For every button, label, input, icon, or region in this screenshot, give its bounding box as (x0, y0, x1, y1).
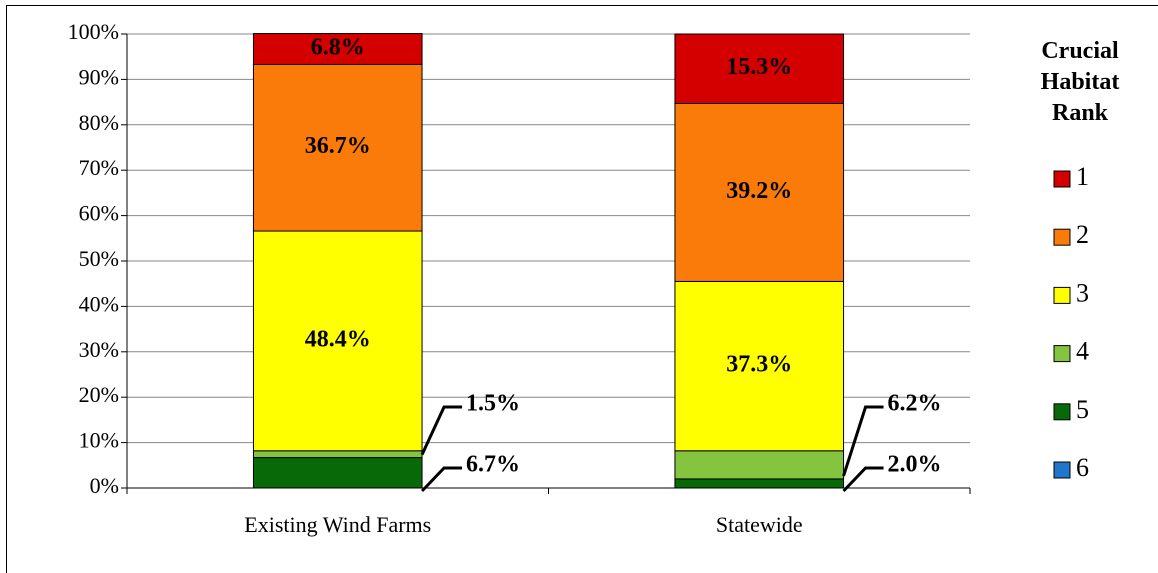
bar-segment (252, 33, 423, 65)
bar-segment (252, 457, 423, 489)
bar-segment (252, 63, 423, 232)
data-label: 2.0% (888, 452, 942, 478)
x-tick-label: Statewide (716, 512, 803, 537)
y-tick-label: 20% (79, 382, 119, 407)
legend-swatch (1053, 286, 1071, 304)
data-label: 36.7% (305, 133, 371, 159)
bar-segment (674, 478, 845, 489)
leader-line (420, 405, 463, 456)
data-label: 15.3% (726, 54, 792, 80)
bar-segment (674, 280, 845, 452)
legend-label: 6 (1076, 453, 1089, 482)
chart-frame (6, 5, 1158, 573)
y-tick-label: 30% (79, 337, 119, 362)
legend-swatch (1053, 228, 1071, 246)
leader-line (420, 466, 463, 493)
y-tick-label: 100% (68, 19, 119, 44)
bar-segment (674, 102, 845, 282)
legend-swatch (1053, 461, 1071, 479)
bar-segment (252, 450, 423, 459)
legend-swatch (1053, 345, 1071, 363)
y-tick-label: 90% (79, 64, 119, 89)
y-tick-label: 50% (79, 246, 119, 271)
data-label: 48.4% (305, 326, 371, 352)
bar-segment (252, 230, 423, 452)
bar-segment (674, 33, 845, 104)
x-tick-label: Existing Wind Farms (244, 512, 431, 537)
legend-swatch (1053, 170, 1071, 188)
legend-label: 2 (1076, 220, 1089, 249)
legend-label: 1 (1076, 162, 1089, 191)
data-label: 37.3% (726, 352, 792, 378)
data-label: 39.2% (726, 178, 792, 204)
legend-title: Crucial Habitat Rank (1040, 38, 1120, 126)
y-tick-label: 10% (79, 428, 119, 453)
leader-line (842, 405, 884, 477)
data-label: 1.5% (466, 391, 520, 417)
legend-label: 3 (1076, 278, 1089, 307)
leader-line (842, 466, 884, 493)
legend-label: 4 (1076, 337, 1089, 366)
data-label: 6.8% (311, 34, 365, 60)
y-tick-label: 0% (90, 473, 119, 498)
y-tick-label: 80% (79, 110, 119, 135)
data-label: 6.7% (466, 452, 520, 478)
bar-segment (674, 450, 845, 480)
data-label: 6.2% (888, 391, 942, 417)
y-tick-label: 40% (79, 291, 119, 316)
y-tick-label: 60% (79, 201, 119, 226)
legend-swatch (1053, 403, 1071, 421)
y-tick-label: 70% (79, 155, 119, 180)
legend-label: 5 (1076, 395, 1089, 424)
